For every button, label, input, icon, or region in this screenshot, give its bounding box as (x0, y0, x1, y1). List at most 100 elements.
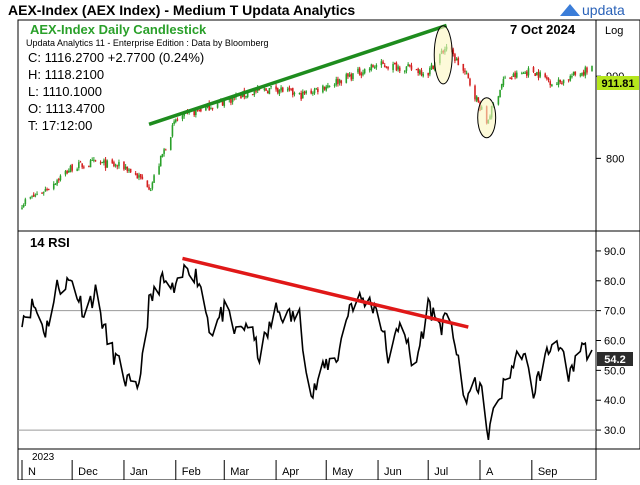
candle-body (171, 125, 174, 137)
time-axis (17, 448, 597, 481)
month-label: Jul (434, 466, 448, 478)
candle-body (290, 88, 292, 90)
candle-body (71, 164, 73, 171)
candle-body (527, 68, 530, 76)
candle-body (515, 72, 518, 78)
candle-body (375, 65, 378, 68)
candle-body (46, 188, 48, 191)
candle (571, 73, 573, 79)
candle-body (582, 71, 585, 75)
candle (66, 169, 68, 175)
candle (198, 109, 200, 112)
candle (104, 156, 107, 171)
candle (291, 87, 294, 98)
candle (520, 71, 523, 75)
candle-body (275, 86, 277, 90)
rsi-tick-label: 60.0 (604, 336, 625, 348)
candle (454, 52, 456, 64)
candle (544, 72, 546, 79)
candle-body (300, 92, 302, 100)
candle-body (106, 160, 109, 168)
month-label: A (486, 466, 494, 478)
candle (281, 86, 284, 93)
candle-body (153, 175, 155, 183)
candle (171, 123, 174, 138)
candle (275, 83, 277, 92)
candle (464, 68, 466, 75)
candle-body (79, 161, 82, 163)
candle-body (457, 58, 460, 66)
candle-body (34, 195, 37, 197)
candle (536, 71, 538, 76)
candle (539, 70, 541, 79)
candle-body (464, 70, 466, 73)
candle-body (337, 78, 339, 85)
candle (280, 85, 282, 93)
candle (477, 97, 480, 103)
candle-body (103, 160, 105, 163)
candle (559, 79, 562, 84)
candle-body (372, 65, 374, 68)
candle-body (270, 86, 272, 88)
candle-body (278, 89, 281, 94)
candle-body (205, 105, 207, 111)
candle-body (305, 91, 307, 94)
candle (263, 87, 266, 92)
candle (313, 87, 316, 95)
candle-body (29, 197, 32, 199)
candle-body (138, 175, 140, 178)
candle-body (195, 109, 197, 116)
last-price-marker: 911.81 (597, 76, 639, 90)
candle (315, 87, 317, 90)
candle (537, 69, 540, 81)
candle (139, 173, 142, 180)
candle-body (430, 64, 433, 69)
candle-body (136, 174, 139, 179)
candle-body (265, 88, 267, 91)
candle (270, 85, 272, 90)
candle (134, 170, 137, 176)
candle-body (462, 63, 465, 71)
candle (34, 193, 37, 198)
candle (21, 204, 23, 210)
candle-body (123, 161, 125, 170)
candle-body (251, 94, 254, 96)
candle-body (572, 71, 575, 76)
candle-body (56, 180, 58, 185)
candle-body (586, 67, 588, 73)
candle-body (382, 61, 384, 64)
candle-body (557, 79, 560, 85)
candle-body (536, 72, 538, 76)
candle-body (42, 192, 45, 194)
candle (357, 66, 359, 74)
rsi-last-label: 54.2 (604, 354, 625, 366)
candle (522, 71, 525, 74)
candle-body (407, 64, 409, 67)
candle-body (509, 77, 511, 79)
candle (509, 77, 511, 80)
candle (547, 77, 550, 83)
month-label: Sep (538, 466, 558, 478)
candle-body (36, 193, 38, 195)
candle (71, 163, 73, 173)
candle-body (89, 160, 92, 168)
candle (407, 62, 409, 67)
readout-open: O: 1113.4700 (28, 101, 105, 116)
candle-body (526, 71, 528, 76)
candle (325, 84, 328, 92)
candle (515, 70, 518, 79)
candle-body (547, 78, 550, 80)
candle-body (477, 97, 480, 102)
candle-body (409, 65, 411, 67)
candle (159, 155, 162, 167)
rsi-tick-label: 80.0 (604, 276, 625, 288)
title-bar (0, 0, 640, 20)
month-labels: N Dec Jan Feb Mar Apr May Jun Jul A Sep (21, 460, 558, 480)
candle (475, 95, 478, 103)
candle (591, 65, 593, 72)
candle (348, 72, 351, 78)
candle-body (94, 160, 97, 162)
candle-body (104, 159, 107, 169)
rsi-axis (595, 230, 640, 450)
